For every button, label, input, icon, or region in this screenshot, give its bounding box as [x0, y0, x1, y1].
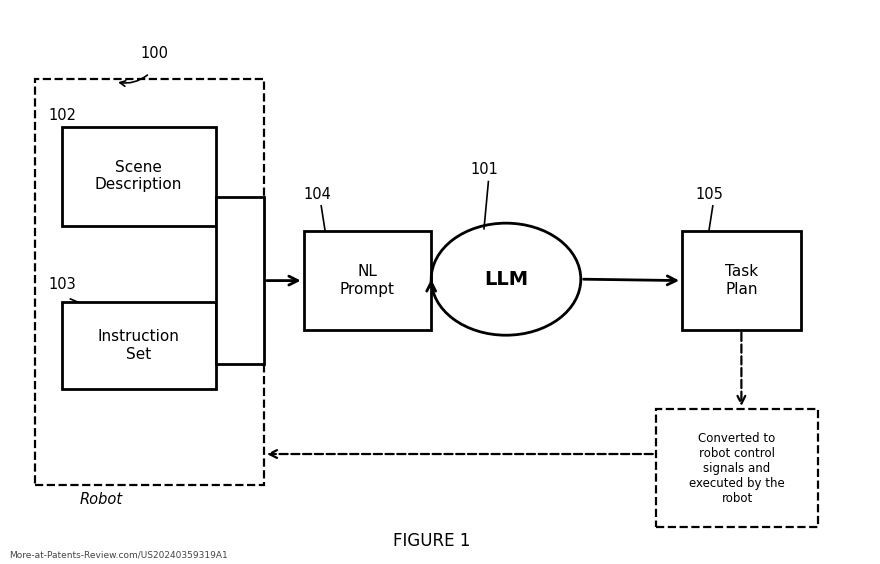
Text: More-at-Patents-Review.com/US20240359319A1: More-at-Patents-Review.com/US20240359319…: [9, 550, 228, 559]
Text: Scene
Description: Scene Description: [95, 160, 182, 192]
Text: FIGURE 1: FIGURE 1: [392, 532, 470, 550]
Text: 100: 100: [140, 46, 168, 61]
Text: Instruction
Set: Instruction Set: [98, 329, 180, 362]
Text: Task
Plan: Task Plan: [725, 265, 758, 297]
Bar: [62, 127, 216, 226]
Bar: [62, 302, 216, 389]
Text: LLM: LLM: [484, 270, 528, 289]
Bar: [656, 409, 818, 527]
Text: NL
Prompt: NL Prompt: [340, 265, 395, 297]
Text: Converted to
robot control
signals and
executed by the
robot: Converted to robot control signals and e…: [689, 431, 785, 505]
Bar: [304, 231, 431, 330]
Bar: [216, 197, 264, 364]
Text: 102: 102: [48, 108, 77, 123]
Text: 104: 104: [304, 187, 332, 202]
Text: 101: 101: [471, 162, 499, 177]
Text: 103: 103: [48, 277, 77, 292]
Text: 105: 105: [695, 187, 723, 202]
Bar: [35, 79, 264, 485]
Bar: [682, 231, 801, 330]
Text: Robot: Robot: [79, 492, 123, 506]
